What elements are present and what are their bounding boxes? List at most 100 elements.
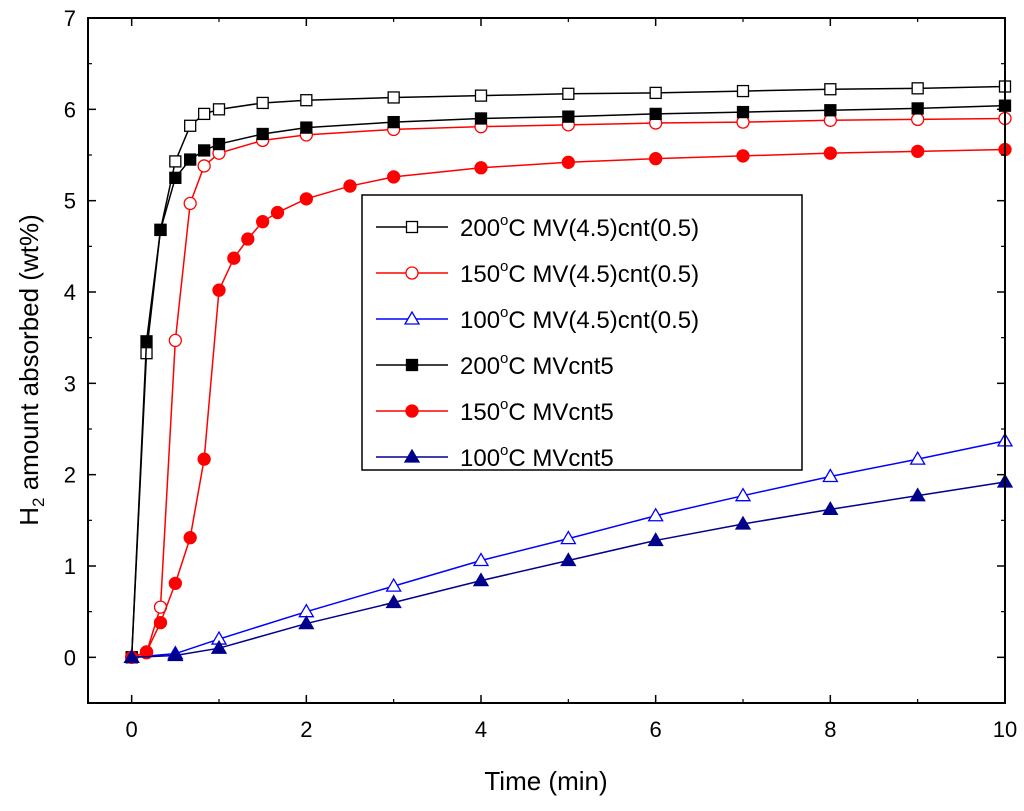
y-tick-label: 2: [64, 463, 76, 488]
legend-label: 150oC MVcnt5: [460, 396, 614, 426]
data-point: [154, 223, 167, 237]
y-tick-label: 3: [64, 371, 76, 396]
ticks-layer: 0 2 4 6 8 10 0 1 2 3 4 5 6 7: [64, 6, 1017, 742]
data-point: [184, 119, 197, 132]
y-axis-title-rest: amount absorbed (wt%): [14, 214, 44, 497]
data-point: [183, 196, 197, 211]
series-line: [131, 481, 1006, 659]
data-point: [822, 501, 839, 516]
data-point: [561, 155, 575, 169]
legend-marker: [405, 404, 419, 418]
y-tick-label: 4: [64, 280, 76, 305]
legend-item: 150oC MV(4.5)cnt(0.5): [376, 258, 699, 288]
x-tick-label: 2: [300, 717, 312, 742]
data-point: [169, 155, 182, 168]
data-point: [474, 161, 488, 175]
data-point: [241, 232, 255, 246]
x-tick-label: 10: [993, 717, 1017, 742]
data-point: [911, 82, 924, 95]
data-point: [198, 144, 211, 157]
data-point: [736, 149, 750, 163]
legend-label: 100oC MV(4.5)cnt(0.5): [460, 304, 699, 334]
x-tick-label: 4: [475, 717, 487, 742]
data-point: [299, 192, 313, 206]
data-point: [823, 146, 837, 160]
data-point: [123, 649, 140, 663]
data-point: [212, 283, 226, 297]
x-axis-title: Time (min): [484, 766, 607, 796]
data-point: [139, 645, 154, 659]
series-layer: [123, 80, 1014, 664]
data-point: [736, 84, 750, 98]
legend-item: 200oC MV(4.5)cnt(0.5): [376, 212, 699, 242]
data-point: [649, 107, 662, 121]
data-point: [736, 105, 750, 119]
legend-marker: [405, 220, 419, 234]
data-point: [212, 103, 226, 116]
data-point: [734, 487, 752, 502]
data-point: [197, 159, 211, 173]
data-point: [212, 137, 226, 151]
series-line: [131, 440, 1006, 659]
legend-items: 200oC MV(4.5)cnt(0.5) 150oC MV(4.5)cnt(0.…: [376, 212, 699, 472]
data-point: [140, 335, 153, 348]
data-point: [472, 552, 490, 567]
series-2: [125, 111, 1012, 664]
data-point: [824, 104, 837, 117]
x-tick-label: 0: [126, 717, 138, 742]
data-point: [647, 507, 664, 522]
data-point: [822, 468, 839, 483]
data-point: [300, 94, 313, 107]
legend-marker: [405, 358, 419, 372]
legend-item: 100oC MV(4.5)cnt(0.5): [376, 304, 699, 334]
legend-box: [361, 194, 803, 471]
data-point: [168, 576, 182, 591]
data-point: [560, 530, 577, 545]
legend-marker: [403, 448, 421, 463]
data-point: [300, 121, 313, 134]
data-point: [168, 333, 182, 348]
data-point: [911, 144, 925, 158]
legend-item: 200oC MVcnt5: [376, 350, 614, 380]
data-point: [169, 171, 182, 184]
data-point: [387, 91, 400, 104]
data-point: [256, 215, 270, 229]
data-point: [197, 452, 211, 466]
data-point: [387, 115, 400, 129]
legend-marker: [403, 310, 421, 325]
x-tick-label: 6: [650, 717, 662, 742]
data-point: [184, 153, 197, 166]
data-point: [909, 487, 926, 502]
legend: 200oC MV(4.5)cnt(0.5) 150oC MV(4.5)cnt(0.…: [361, 194, 803, 472]
y-tick-label: 6: [64, 97, 76, 122]
data-point: [474, 89, 488, 102]
data-point: [824, 83, 837, 96]
data-point: [385, 594, 402, 609]
y-axis-title-subscript: 2: [29, 498, 48, 507]
data-point: [909, 450, 926, 465]
data-point: [562, 87, 575, 100]
data-point: [649, 152, 663, 166]
y-tick-label: 0: [64, 645, 76, 670]
data-point: [472, 572, 490, 587]
data-point: [560, 552, 577, 567]
data-point: [167, 647, 184, 662]
y-tick-label: 1: [64, 554, 76, 579]
data-point: [649, 86, 662, 100]
legend-label: 100oC MVcnt5: [460, 442, 614, 472]
data-point: [198, 107, 211, 121]
series-6: [123, 473, 1014, 663]
data-point: [298, 615, 315, 630]
data-point: [647, 532, 664, 547]
data-point: [562, 110, 575, 123]
legend-marker: [405, 266, 419, 280]
data-point: [911, 112, 925, 127]
y-tick-label: 7: [64, 6, 76, 31]
data-point: [153, 615, 168, 630]
y-axis-title: H2 amount absorbed (wt%): [14, 214, 48, 526]
y-tick-label: 5: [64, 189, 76, 214]
data-point: [227, 251, 241, 265]
series-4: [125, 99, 1012, 664]
data-point: [270, 205, 285, 220]
